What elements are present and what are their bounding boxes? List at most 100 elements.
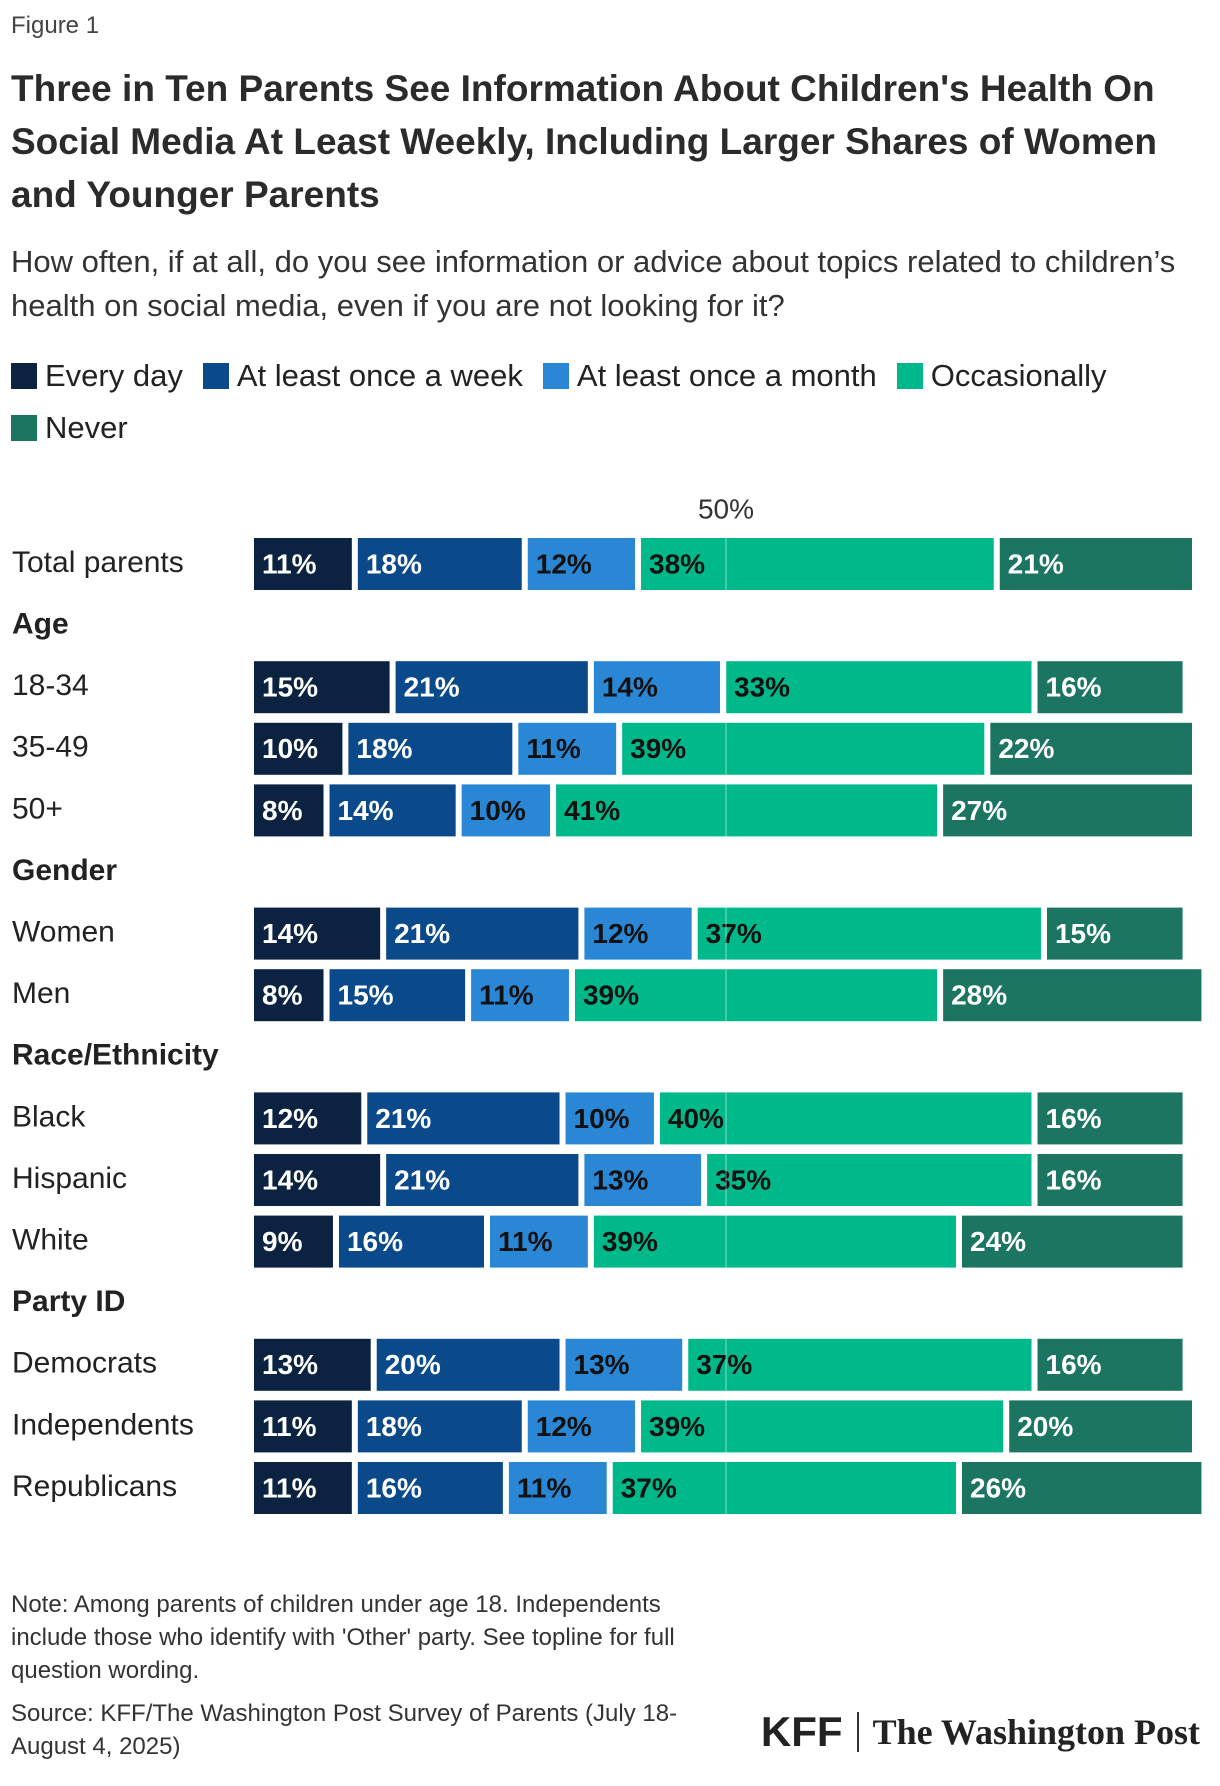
x-tick-label: 50% xyxy=(698,493,754,524)
bar-segment xyxy=(622,722,985,775)
category-label: 50+ xyxy=(12,792,63,825)
bar-segment xyxy=(707,1154,1032,1206)
logos: KFF The Washington Post xyxy=(761,1708,1200,1756)
category-label: 18-34 xyxy=(12,669,89,702)
category-label: Total parents xyxy=(12,546,184,579)
logo: The Washington Post xyxy=(872,1712,1200,1752)
bar-segment xyxy=(329,784,456,837)
value-label: 11% xyxy=(517,1472,572,1503)
bar-segment xyxy=(1037,1154,1183,1206)
bar-segment xyxy=(556,784,938,837)
bar-segment xyxy=(527,538,636,590)
value-label: 14% xyxy=(262,1164,318,1195)
value-label: 18% xyxy=(366,548,422,579)
bar-segment xyxy=(254,1092,362,1145)
value-label: 21% xyxy=(1008,548,1064,579)
value-label: 14% xyxy=(262,918,318,949)
value-label: 14% xyxy=(338,795,394,826)
value-label: 12% xyxy=(536,1411,592,1442)
legend-swatch xyxy=(896,363,923,389)
value-label: 24% xyxy=(970,1226,1026,1257)
bar-segment xyxy=(565,1092,654,1145)
value-label: 26% xyxy=(970,1472,1026,1503)
legend-label: Never xyxy=(45,410,128,445)
bar-segment xyxy=(593,661,720,714)
category-label: Men xyxy=(12,977,70,1010)
value-label: 12% xyxy=(536,548,592,579)
value-label: 16% xyxy=(1046,1164,1102,1195)
value-label: 33% xyxy=(734,672,790,703)
chart-subtitle: How often, if at all, do you see informa… xyxy=(11,244,1176,323)
bar-segment xyxy=(254,722,343,775)
group-label: Age xyxy=(12,608,69,641)
bar-segment xyxy=(1046,907,1183,960)
value-label: 11% xyxy=(498,1226,553,1257)
category-label: Independents xyxy=(12,1408,194,1441)
bar-segment xyxy=(943,784,1192,837)
bar-segment xyxy=(584,907,692,960)
bar-segment xyxy=(1037,1092,1183,1145)
value-label: 18% xyxy=(356,733,412,764)
bar-segment xyxy=(357,1462,503,1514)
legend-item: At least once a week xyxy=(202,358,523,394)
legend-swatch xyxy=(542,363,569,389)
bar-segment xyxy=(574,969,938,1022)
bar-segment xyxy=(962,1215,1183,1268)
value-label: 13% xyxy=(592,1164,648,1195)
value-label: 16% xyxy=(1046,1103,1102,1134)
value-label: 13% xyxy=(574,1349,630,1380)
legend-item: Never xyxy=(11,410,128,446)
bar-segment xyxy=(386,907,579,960)
note: Note: Among parents of children under ag… xyxy=(11,1591,675,1684)
value-label: 27% xyxy=(951,795,1007,826)
value-label: 39% xyxy=(649,1411,705,1442)
bar-segment xyxy=(1037,661,1183,714)
bar-segment xyxy=(395,661,588,714)
value-label: 28% xyxy=(951,980,1007,1011)
value-label: 11% xyxy=(526,733,581,764)
bar-segment xyxy=(726,661,1032,714)
value-label: 16% xyxy=(1046,1349,1102,1380)
bar-segment xyxy=(1037,1338,1183,1391)
value-label: 39% xyxy=(583,980,639,1011)
value-label: 37% xyxy=(706,918,762,949)
group-label: Race/Ethnicity xyxy=(12,1039,219,1072)
bar-segment xyxy=(641,1400,1004,1453)
bar-segment xyxy=(962,1462,1202,1514)
bar-segment xyxy=(254,784,324,837)
category-label: Republicans xyxy=(12,1470,177,1503)
bar-segment xyxy=(461,784,551,837)
category-label: Hispanic xyxy=(12,1162,127,1195)
bar-segment xyxy=(999,538,1192,590)
value-label: 12% xyxy=(592,918,648,949)
bar-segment xyxy=(584,1154,702,1206)
bar-segment xyxy=(367,1092,560,1145)
bar-segment xyxy=(348,722,513,775)
bar-segment xyxy=(376,1338,560,1391)
bar-segment xyxy=(527,1400,636,1453)
value-label: 39% xyxy=(630,733,686,764)
figure-label: Figure 1 xyxy=(11,12,100,39)
bar-segment xyxy=(254,661,390,714)
legend-label: Occasionally xyxy=(930,358,1107,393)
bar-segment xyxy=(641,538,994,590)
legend-swatch xyxy=(11,415,37,441)
bar-segment xyxy=(329,969,466,1022)
bar-segment xyxy=(943,969,1202,1022)
value-label: 21% xyxy=(404,672,460,703)
bar-segment xyxy=(254,1154,381,1206)
category-label: Women xyxy=(12,916,115,949)
value-label: 20% xyxy=(385,1349,441,1380)
value-label: 21% xyxy=(375,1103,431,1134)
bar-segment xyxy=(612,1462,956,1514)
value-label: 10% xyxy=(262,733,318,764)
bar-segment xyxy=(688,1338,1032,1391)
value-label: 40% xyxy=(668,1103,724,1134)
bar-segment xyxy=(357,1400,522,1453)
value-label: 38% xyxy=(649,548,705,579)
bar-segment xyxy=(357,538,522,590)
legend-swatch xyxy=(11,363,37,389)
logo: KFF xyxy=(760,1708,843,1755)
value-label: 14% xyxy=(602,672,658,703)
group-label: Party ID xyxy=(12,1285,125,1318)
